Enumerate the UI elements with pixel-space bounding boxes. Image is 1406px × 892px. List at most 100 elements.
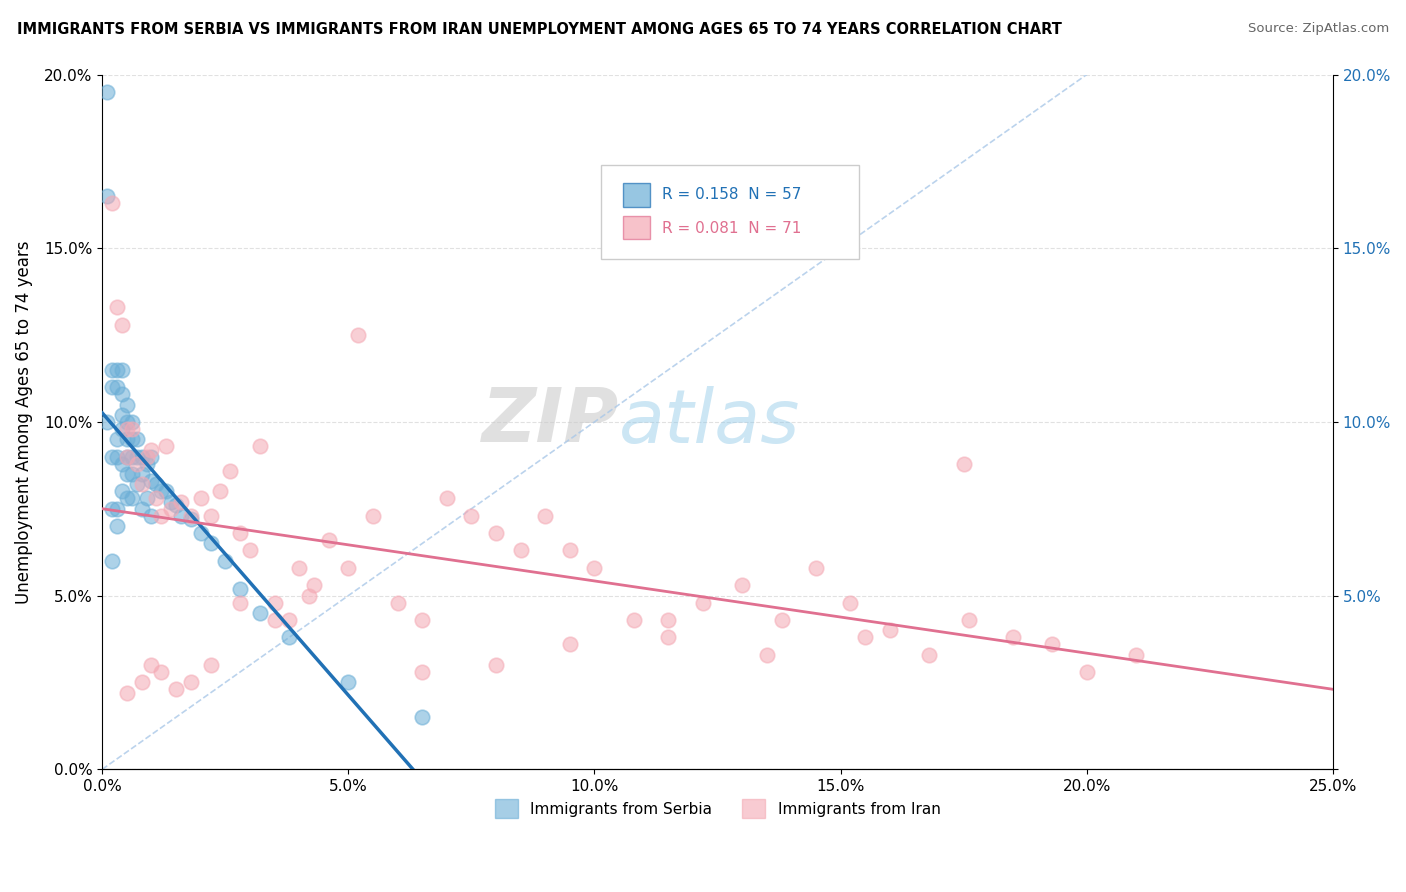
Point [219,464,242,478]
Point [239,543,262,558]
Point [229,526,252,541]
Point [1076,665,1098,679]
Point [141,474,163,488]
Point [145,491,167,506]
Point [131,501,153,516]
Point [263,596,285,610]
Point [804,561,827,575]
Point [115,432,138,446]
Text: R = 0.081  N = 71: R = 0.081 N = 71 [662,220,801,235]
Point [121,422,143,436]
Text: R = 0.158  N = 57: R = 0.158 N = 57 [662,187,801,202]
Point [121,415,143,429]
Point [318,533,340,547]
Point [485,658,508,673]
Point [150,508,173,523]
Point [411,613,433,627]
Point [755,648,778,662]
Point [249,606,271,620]
Point [125,450,148,464]
Point [105,432,128,446]
Point [105,380,128,394]
Point [298,589,321,603]
Y-axis label: Unemployment Among Ages 65 to 74 years: Unemployment Among Ages 65 to 74 years [15,240,32,604]
Point [101,501,124,516]
Point [190,491,212,506]
Point [534,508,557,523]
Point [263,613,285,627]
Point [115,422,138,436]
Point [155,439,177,453]
Point [229,596,252,610]
Point [115,450,138,464]
Point [135,450,157,464]
Point [135,491,157,506]
FancyBboxPatch shape [623,216,650,239]
Point [209,484,232,499]
Point [839,596,862,610]
Point [853,630,876,644]
Point [558,543,581,558]
Point [200,508,222,523]
Point [160,501,183,516]
Point [125,457,148,471]
Point [96,85,118,99]
Point [436,491,458,506]
Point [125,432,148,446]
Point [121,467,143,481]
Point [111,422,134,436]
Point [105,450,128,464]
Point [96,415,118,429]
Legend: Immigrants from Serbia, Immigrants from Iran: Immigrants from Serbia, Immigrants from … [489,793,946,824]
Point [200,536,222,550]
Point [131,675,153,690]
Point [111,318,134,332]
Point [101,363,124,377]
Point [170,508,193,523]
Point [214,554,236,568]
Point [879,624,901,638]
Point [485,526,508,541]
Point [101,450,124,464]
Point [347,328,370,343]
Point [155,484,177,499]
Point [288,561,311,575]
Point [111,408,134,422]
Point [1001,630,1024,644]
Point [115,491,138,506]
Point [145,477,167,491]
Point [150,484,173,499]
Point [141,658,163,673]
Text: atlas: atlas [619,386,800,458]
Point [249,439,271,453]
Point [111,457,134,471]
Point [302,578,325,592]
Point [150,665,173,679]
Point [115,398,138,412]
Point [180,512,202,526]
Point [361,508,384,523]
Point [131,450,153,464]
Point [509,543,531,558]
FancyBboxPatch shape [600,165,859,259]
Point [111,484,134,499]
Point [101,196,124,211]
FancyBboxPatch shape [623,183,650,207]
Point [190,526,212,541]
Point [131,467,153,481]
Point [731,578,754,592]
Point [121,450,143,464]
Point [101,380,124,394]
Point [121,432,143,446]
Point [135,457,157,471]
Point [125,477,148,491]
Point [1040,637,1063,651]
Point [160,495,183,509]
Point [278,613,301,627]
Point [657,613,679,627]
Point [460,508,482,523]
Point [105,363,128,377]
Point [623,613,645,627]
Point [770,613,793,627]
Point [105,519,128,533]
